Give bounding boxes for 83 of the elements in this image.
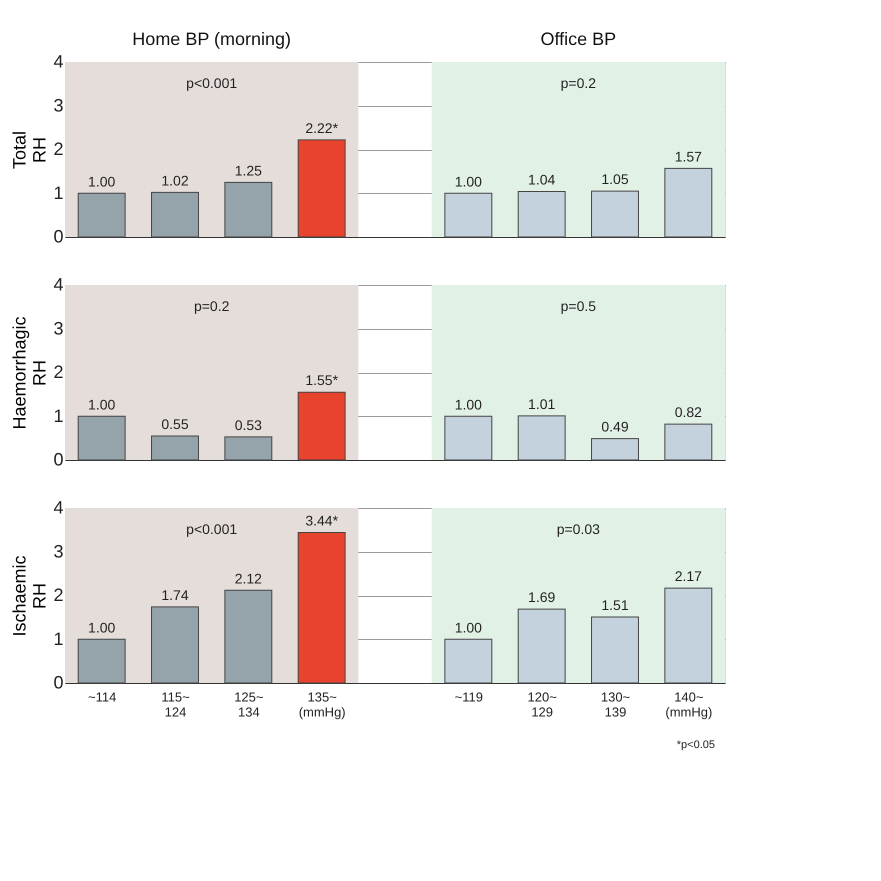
bar xyxy=(591,438,639,460)
data-label: 1.51 xyxy=(601,596,629,613)
bar xyxy=(298,392,346,460)
text: *p<0.05 xyxy=(676,739,715,751)
data-label: 1.01 xyxy=(528,396,556,412)
x-tick-label: 120~ 129 xyxy=(528,690,558,720)
bar xyxy=(518,608,566,684)
bar xyxy=(518,191,566,238)
annotation: p<0.001 xyxy=(186,520,238,537)
bar xyxy=(664,588,712,684)
bar xyxy=(444,416,492,460)
bar xyxy=(444,638,492,684)
y-tick-label: 0 xyxy=(53,450,64,470)
data-label: 1.74 xyxy=(161,586,189,603)
bar xyxy=(78,416,126,460)
y-tick-label: 3 xyxy=(53,318,64,338)
data-label: 1.02 xyxy=(161,172,189,188)
annotation: p=0.2 xyxy=(194,298,230,314)
y-axis-title: Total RH xyxy=(9,130,50,170)
bar xyxy=(298,139,346,238)
bar xyxy=(151,606,199,684)
data-label: 1.00 xyxy=(454,173,482,190)
y-tick-label: 3 xyxy=(53,541,64,562)
x-tick-label: 140~ (mmHg) xyxy=(665,690,712,720)
data-label: 1.00 xyxy=(88,619,116,636)
data-label: 1.00 xyxy=(454,619,482,636)
data-label: 1.69 xyxy=(528,589,556,606)
bar xyxy=(224,436,272,460)
data-label: 1.00 xyxy=(88,173,116,190)
y-tick-label: 2 xyxy=(53,139,64,159)
bar xyxy=(78,638,126,684)
data-label: 0.55 xyxy=(161,416,189,432)
band-label: Home BP (morning) xyxy=(132,29,292,49)
data-label: 1.55* xyxy=(305,372,339,388)
data-label: 1.00 xyxy=(454,396,482,412)
y-tick-label: 2 xyxy=(53,362,64,382)
annotation: p=0.5 xyxy=(560,298,596,314)
y-tick-label: 4 xyxy=(53,274,64,294)
y-tick-label: 4 xyxy=(53,498,64,518)
data-label: 2.17 xyxy=(674,568,702,584)
y-tick-label: 4 xyxy=(53,52,64,72)
y-tick-label: 1 xyxy=(53,182,64,203)
bar xyxy=(151,435,199,460)
bar xyxy=(298,532,346,684)
y-tick-label: 2 xyxy=(53,585,64,605)
data-label: 1.25 xyxy=(234,162,262,178)
bar xyxy=(664,168,712,238)
bar xyxy=(591,190,639,238)
annotation: p=0.03 xyxy=(556,520,600,537)
y-tick-label: 1 xyxy=(53,628,64,649)
y-axis-title: Ischaemic RH xyxy=(9,555,50,637)
data-label: 0.49 xyxy=(601,418,629,435)
y-tick-label: 0 xyxy=(53,672,64,692)
x-tick-label: 125~ 134 xyxy=(234,690,264,720)
x-tick-label: 135~ (mmHg) xyxy=(298,690,346,720)
bar xyxy=(78,192,126,238)
bar xyxy=(664,424,712,460)
y-tick-label: 0 xyxy=(53,226,64,246)
annotation: p<0.001 xyxy=(186,74,238,91)
band-label: Office BP xyxy=(540,29,616,49)
data-label: 1.05 xyxy=(601,171,629,188)
data-label: 2.12 xyxy=(234,570,262,586)
y-tick-label: 1 xyxy=(53,406,64,426)
bar xyxy=(444,192,492,238)
x-tick-label: ~114 xyxy=(88,690,116,704)
y-tick-label: 3 xyxy=(53,95,64,116)
x-tick-label: 130~ 139 xyxy=(600,690,631,720)
bar xyxy=(224,182,272,238)
data-label: 1.00 xyxy=(88,396,116,412)
bar xyxy=(518,415,566,460)
bar xyxy=(151,192,199,238)
data-label: 3.44* xyxy=(305,512,339,528)
y-axis-title: Haemorrhagic RH xyxy=(9,316,50,430)
x-tick-label: ~119 xyxy=(454,690,483,704)
data-label: 2.22* xyxy=(305,120,339,136)
data-label: 1.57 xyxy=(674,148,702,164)
data-label: 0.82 xyxy=(674,404,702,420)
data-label: 0.53 xyxy=(234,416,262,433)
annotation: p=0.2 xyxy=(560,74,596,91)
data-label: 1.04 xyxy=(528,172,556,188)
bar xyxy=(224,590,272,684)
x-tick-label: 115~ 124 xyxy=(161,690,190,720)
bar xyxy=(591,616,639,684)
